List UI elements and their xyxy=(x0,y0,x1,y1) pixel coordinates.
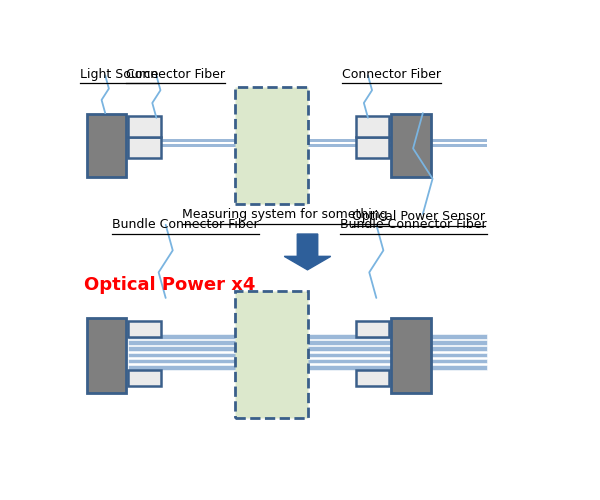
Bar xyxy=(356,116,389,137)
Bar xyxy=(128,138,487,142)
Bar xyxy=(128,137,161,158)
Bar xyxy=(128,352,487,357)
Bar xyxy=(235,291,308,418)
Bar xyxy=(128,370,161,386)
Polygon shape xyxy=(284,234,331,270)
Bar xyxy=(86,114,126,178)
Bar xyxy=(128,116,161,137)
Bar xyxy=(128,321,161,337)
Text: Bundle Connector Fiber: Bundle Connector Fiber xyxy=(112,218,259,231)
Bar xyxy=(356,370,389,386)
Bar xyxy=(356,321,389,337)
Bar xyxy=(391,114,431,178)
Bar xyxy=(356,137,389,158)
Bar xyxy=(391,318,431,393)
Bar xyxy=(128,334,487,338)
Bar xyxy=(128,365,487,370)
Text: Optical Power Sensor: Optical Power Sensor xyxy=(352,210,485,223)
Bar xyxy=(128,144,487,148)
Text: Connector Fiber: Connector Fiber xyxy=(343,68,442,80)
Bar xyxy=(86,318,126,393)
Text: Connector Fiber: Connector Fiber xyxy=(126,68,225,80)
Text: Bundle Connector Fiber: Bundle Connector Fiber xyxy=(340,218,487,231)
Bar xyxy=(235,87,308,204)
Bar xyxy=(128,340,487,345)
Text: Measuring system for something: Measuring system for something xyxy=(182,208,388,221)
Bar xyxy=(128,359,487,364)
Text: Light Source: Light Source xyxy=(80,68,158,80)
Text: Optical Power x4: Optical Power x4 xyxy=(84,276,256,294)
Bar xyxy=(128,346,487,351)
